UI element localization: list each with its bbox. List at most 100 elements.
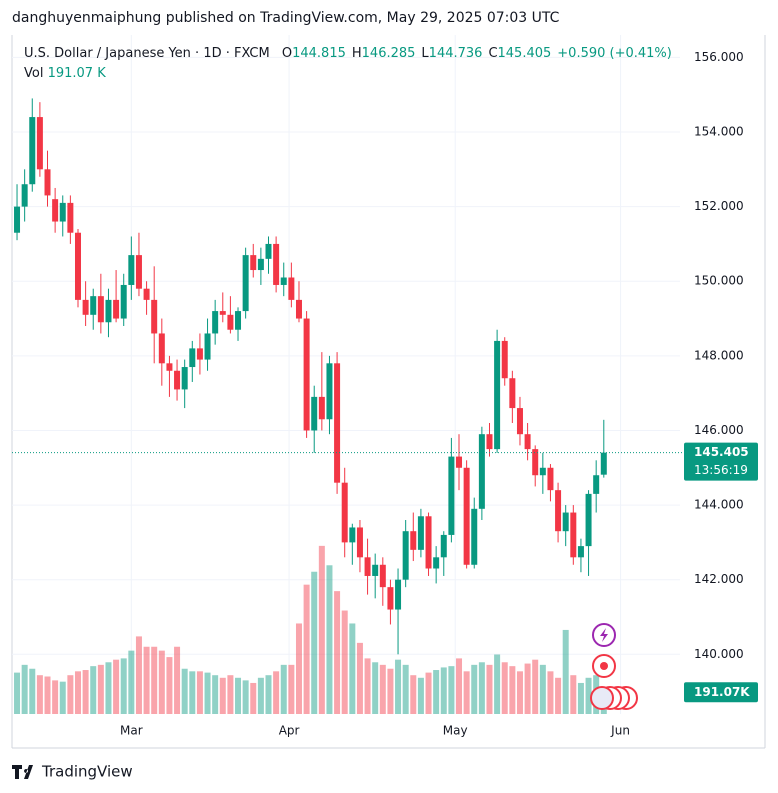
candle-body <box>196 348 203 360</box>
volume-bar <box>395 659 402 714</box>
y-tick-label: 140.000 <box>694 647 744 661</box>
candle-body <box>303 318 310 431</box>
candle-body <box>265 243 272 259</box>
ohlc-key: L <box>421 46 429 61</box>
y-tick-label: 144.000 <box>694 498 744 512</box>
volume-bar <box>67 675 74 714</box>
volume-badge <box>684 682 758 703</box>
event-icons[interactable] <box>590 623 638 710</box>
volume-bar <box>463 671 470 714</box>
candle-body <box>585 493 592 547</box>
candle-body <box>364 557 371 576</box>
candle-body <box>235 311 242 330</box>
volume-bar <box>97 664 104 714</box>
candle-body <box>181 367 188 390</box>
volume-bar <box>82 670 89 714</box>
volume-bar <box>334 591 341 714</box>
volume-bar <box>242 680 249 714</box>
volume-bar <box>257 677 264 714</box>
volume-bar <box>364 658 371 714</box>
candle-body <box>273 243 280 285</box>
volume-bar <box>120 658 127 714</box>
volume-bar <box>341 610 348 714</box>
volume-bar <box>29 668 36 714</box>
candle-body <box>433 557 440 569</box>
ohlc-key: C <box>488 46 498 61</box>
ohlc-key: H <box>351 46 362 61</box>
candle-body <box>143 288 150 300</box>
candle-body <box>250 255 257 271</box>
volume-bar <box>250 682 257 714</box>
volume-bar <box>494 654 501 714</box>
volume-bar <box>433 670 440 714</box>
candle-body <box>227 314 234 330</box>
publisher: danghuyenmaiphung published on TradingVi… <box>12 10 560 26</box>
candle-body <box>570 512 577 558</box>
volume-bar <box>151 646 158 714</box>
candle-body <box>600 452 607 475</box>
ohlc-value: 144.736 <box>428 46 483 61</box>
candle-body <box>341 482 348 543</box>
candle-body <box>219 311 226 315</box>
brand[interactable]: TradingView <box>41 763 133 781</box>
candle-body <box>166 363 173 371</box>
candle-body <box>456 456 463 468</box>
volume-bar <box>486 664 493 714</box>
candle-body <box>189 348 196 368</box>
last-volume-label: 191.07K <box>694 685 750 699</box>
volume-bar <box>105 662 112 714</box>
brand-logo[interactable] <box>12 765 33 779</box>
candle-body <box>417 516 424 550</box>
candle-body <box>478 434 485 509</box>
candle-body <box>280 277 287 285</box>
change: +0.590 (+0.41%) <box>557 46 672 61</box>
candle-body <box>547 467 554 491</box>
y-tick-label: 150.000 <box>694 274 744 288</box>
volume-bar <box>295 623 302 714</box>
candle-body <box>486 434 493 450</box>
x-tick-label: May <box>443 724 468 738</box>
candle-body <box>14 206 21 233</box>
candle-body <box>158 333 165 364</box>
volume-bar <box>311 571 318 714</box>
volume-bar <box>372 662 379 714</box>
candle-body <box>212 311 219 334</box>
volume-bar <box>113 659 120 714</box>
volume-bar <box>128 650 135 714</box>
volume-bar <box>174 646 181 714</box>
candle-body <box>311 396 318 431</box>
last-price-badge <box>684 442 758 481</box>
candle-body <box>509 378 516 409</box>
candle-body <box>334 363 341 483</box>
volume-bar <box>158 650 165 714</box>
y-tick-label: 142.000 <box>694 572 744 586</box>
candle-body <box>113 299 120 319</box>
y-tick-label: 146.000 <box>694 423 744 437</box>
candle-body <box>242 255 249 312</box>
volume-bar <box>14 672 21 714</box>
candle-body <box>471 508 478 565</box>
candle-body <box>402 531 409 580</box>
volume-bar <box>219 677 226 714</box>
volume-bar <box>524 663 531 714</box>
candle-body <box>516 408 523 435</box>
candle-body <box>379 564 386 588</box>
volume-bar <box>478 662 485 714</box>
ohlc-value: 145.405 <box>497 46 552 61</box>
candle-body <box>501 340 508 379</box>
candle-body <box>577 546 584 558</box>
candle-body <box>562 512 569 532</box>
candle-body <box>36 117 43 170</box>
volume-bar <box>21 664 28 714</box>
candle-body <box>372 564 379 576</box>
volume-bar <box>379 664 386 714</box>
volume-bar <box>135 636 142 714</box>
countdown: 13:56:19 <box>694 463 748 477</box>
candle-body <box>448 456 455 535</box>
volume-bar <box>204 672 211 714</box>
volume-bar <box>562 629 569 714</box>
volume-bar <box>456 658 463 714</box>
candle-body <box>395 579 402 610</box>
candle-body <box>67 202 74 233</box>
volume-bar <box>532 659 539 714</box>
